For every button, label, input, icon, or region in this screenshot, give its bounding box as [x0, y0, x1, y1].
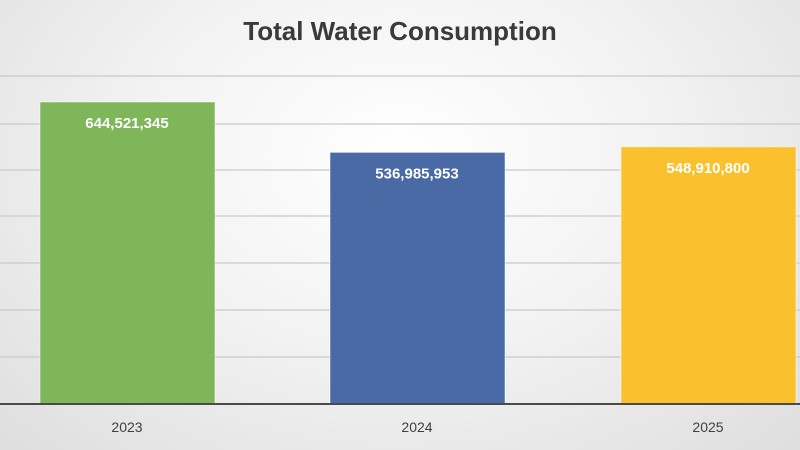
x-tick-label-2023: 2023 [111, 419, 142, 435]
data-label-2025: 548,910,800 [666, 160, 749, 177]
data-label-2023: 644,521,345 [85, 115, 168, 132]
data-label-2024: 536,985,953 [375, 165, 458, 182]
chart-title: Total Water Consumption [243, 16, 557, 46]
bar-2024 [329, 151, 506, 405]
x-tick-label-2025: 2025 [692, 419, 723, 435]
x-tick-label-2024: 2024 [401, 419, 432, 435]
bars [39, 101, 797, 405]
data-labels: 644,521,345 536,985,953 548,910,800 [85, 115, 749, 182]
x-axis-tick-labels: 2023 2024 2025 [111, 419, 723, 435]
bar-2025 [620, 146, 797, 405]
bar-2023 [39, 101, 216, 405]
